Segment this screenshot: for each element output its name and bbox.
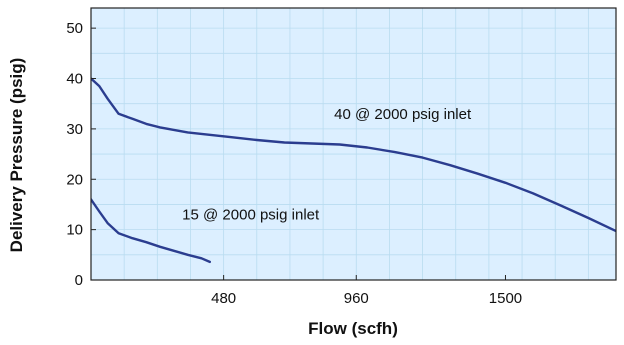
series-line-1: [91, 77, 616, 233]
plot-border: [90, 7, 617, 281]
y-tick-label: 0: [75, 272, 83, 289]
x-tick-label: 960: [344, 290, 369, 307]
series-layer: [91, 77, 616, 264]
y-tick-label: 30: [66, 121, 83, 138]
y-tick-label: 50: [66, 20, 83, 37]
x-axis-ticks: 480 960 1500: [211, 275, 522, 307]
series-line-2: [91, 198, 212, 264]
grid-lines: [91, 8, 616, 280]
y-tick-label: 40: [66, 71, 83, 88]
annotations: 40 @ 2000 psig inlet 15 @ 2000 psig inlet: [182, 106, 472, 224]
x-tick-label: 480: [211, 290, 236, 307]
plot-background: [91, 8, 616, 280]
y-tick-label: 20: [66, 171, 83, 188]
y-axis-title: Delivery Pressure (psig): [7, 58, 26, 253]
x-axis-title: Flow (scfh): [308, 319, 398, 338]
series-annotation: 40 @ 2000 psig inlet: [334, 106, 472, 123]
series-annotation: 15 @ 2000 psig inlet: [182, 207, 320, 224]
y-tick-label: 10: [66, 222, 83, 239]
y-axis-ticks: 0 10 20 30 40 50: [66, 20, 96, 289]
x-tick-label: 1500: [489, 290, 522, 307]
